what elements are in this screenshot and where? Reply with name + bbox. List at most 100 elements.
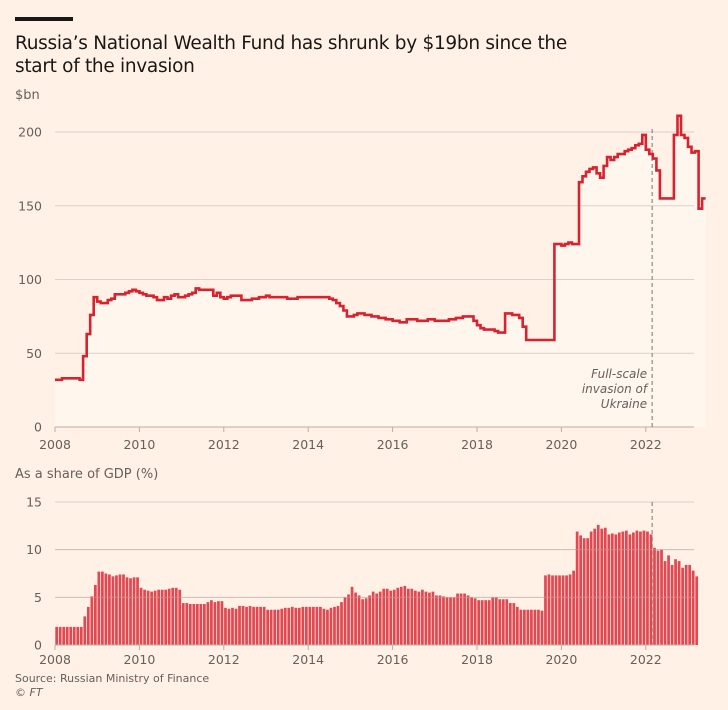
gdp-share-bar xyxy=(217,601,220,645)
gdp-share-bar xyxy=(118,574,122,645)
invasion-annotation-text: invasion of xyxy=(582,382,649,396)
gdp-share-bar xyxy=(375,593,379,645)
gdp-share-bar xyxy=(340,602,343,645)
gdp-share-bar xyxy=(424,591,428,645)
gdp-share-bar xyxy=(498,599,502,645)
gdp-share-bar xyxy=(603,527,607,645)
gdp-share-bar xyxy=(241,605,245,645)
gdp-share-bar xyxy=(610,533,614,645)
wealth-fund-line-chart: 0 50 100 150 200 2008 2010 2012 2014 2016 2018 2020… xyxy=(18,114,706,452)
gdp-share-bar xyxy=(452,597,456,645)
gdp-share-bar xyxy=(210,600,213,645)
gdp-share-bar xyxy=(568,574,572,645)
gdp-share-bar xyxy=(79,626,83,645)
gdp-share-bar xyxy=(192,604,196,645)
gdp-share-bar xyxy=(421,589,424,645)
bottom-xtick-label: 2018 xyxy=(461,652,493,667)
gdp-share-bar xyxy=(90,596,94,645)
gdp-share-bar xyxy=(459,593,463,645)
gdp-share-bar xyxy=(688,564,692,645)
top-xtick-label: 2018 xyxy=(461,437,493,452)
bottom-xtick-label: 2008 xyxy=(39,652,71,667)
gdp-share-bar xyxy=(695,576,699,645)
gdp-share-bar xyxy=(357,595,361,645)
gdp-share-bar xyxy=(104,573,108,645)
gdp-share-bar xyxy=(55,626,59,645)
gdp-share-bar xyxy=(649,534,653,645)
gdp-share-bar xyxy=(255,606,259,645)
gdp-share-bar xyxy=(456,593,459,645)
gdp-share-bar xyxy=(632,532,635,645)
gdp-share-bar xyxy=(125,577,129,645)
gdp-share-bar xyxy=(280,608,284,645)
bottom-xtick-label: 2014 xyxy=(292,652,324,667)
gdp-share-bar xyxy=(572,570,575,645)
top-xtick-label: 2008 xyxy=(39,437,71,452)
gdp-share-bar xyxy=(523,609,526,645)
gdp-share-bar xyxy=(108,574,111,645)
gdp-share-bar xyxy=(171,587,175,645)
gdp-share-bar xyxy=(551,575,554,645)
wealth-fund-series-line xyxy=(55,114,706,382)
gdp-share-bar xyxy=(234,608,238,645)
gdp-share-bar xyxy=(224,607,227,645)
gdp-share-bar xyxy=(333,606,336,645)
top-ytick-label: 200 xyxy=(18,125,42,140)
gdp-share-bar xyxy=(473,598,477,645)
gdp-share-bar xyxy=(319,606,322,645)
top-ytick-label: 50 xyxy=(26,346,42,361)
gdp-share-bar xyxy=(347,594,350,645)
gdp-share-bar xyxy=(579,535,582,645)
gdp-share-bar xyxy=(628,534,632,645)
gdp-share-bar xyxy=(681,567,684,645)
gdp-share-bar xyxy=(326,609,329,645)
gdp-share-bar xyxy=(515,606,519,645)
gdp-share-bar xyxy=(639,531,642,645)
gdp-share-bar xyxy=(248,605,252,645)
top-ytick-label: 150 xyxy=(18,198,42,213)
gdp-share-bar xyxy=(354,592,357,645)
gdp-share-bar xyxy=(206,602,210,645)
gdp-share-bar xyxy=(537,609,540,645)
copyright: © FT xyxy=(15,686,43,699)
gdp-share-bar xyxy=(143,589,146,645)
gdp-share-bar xyxy=(544,575,547,645)
gdp-share-bar xyxy=(308,606,312,645)
gdp-share-bar xyxy=(540,610,544,645)
gdp-share-bar xyxy=(470,597,473,645)
gdp-share-bar xyxy=(642,530,646,645)
top-ytick-label: 100 xyxy=(18,272,42,287)
gdp-share-bar xyxy=(625,530,628,645)
gdp-share-bar xyxy=(477,600,481,645)
gdp-share-bar xyxy=(101,571,104,645)
top-xtick-label: 2016 xyxy=(377,437,409,452)
bottom-xtick-label: 2020 xyxy=(545,652,577,667)
gdp-share-bar xyxy=(185,603,189,645)
gdp-share-bar xyxy=(97,571,101,645)
gdp-share-bar xyxy=(297,607,301,645)
gdp-share-bar xyxy=(378,591,382,645)
gdp-share-bar xyxy=(69,626,73,645)
gdp-share-bar-chart: 0 5 10 15 2008 2010 2012 2014 2016 2018 2020 2022 xyxy=(26,495,699,667)
gdp-share-bar xyxy=(315,606,319,645)
gdp-share-bar xyxy=(283,607,287,645)
gdp-share-bar xyxy=(403,585,407,645)
gdp-share-bar xyxy=(530,609,533,645)
gdp-share-bar xyxy=(396,587,400,645)
gdp-share-bar xyxy=(150,591,153,645)
gdp-share-bar xyxy=(262,606,266,645)
gdp-share-bar xyxy=(392,589,396,645)
gdp-share-bar xyxy=(596,524,600,645)
invasion-annotation-text: Ukraine xyxy=(601,397,647,411)
gdp-share-bar xyxy=(368,595,371,645)
gdp-share-bar xyxy=(62,626,66,645)
gdp-share-bar xyxy=(115,575,118,645)
bottom-xtick-label: 2010 xyxy=(123,652,155,667)
gdp-share-bar xyxy=(181,603,185,645)
gdp-share-bar xyxy=(276,609,280,645)
bottom-ytick-label: 0 xyxy=(34,638,42,653)
gdp-share-bar xyxy=(617,532,621,645)
gdp-share-bar xyxy=(435,595,438,645)
gdp-share-bar xyxy=(575,531,579,645)
gdp-share-bar xyxy=(410,588,414,645)
